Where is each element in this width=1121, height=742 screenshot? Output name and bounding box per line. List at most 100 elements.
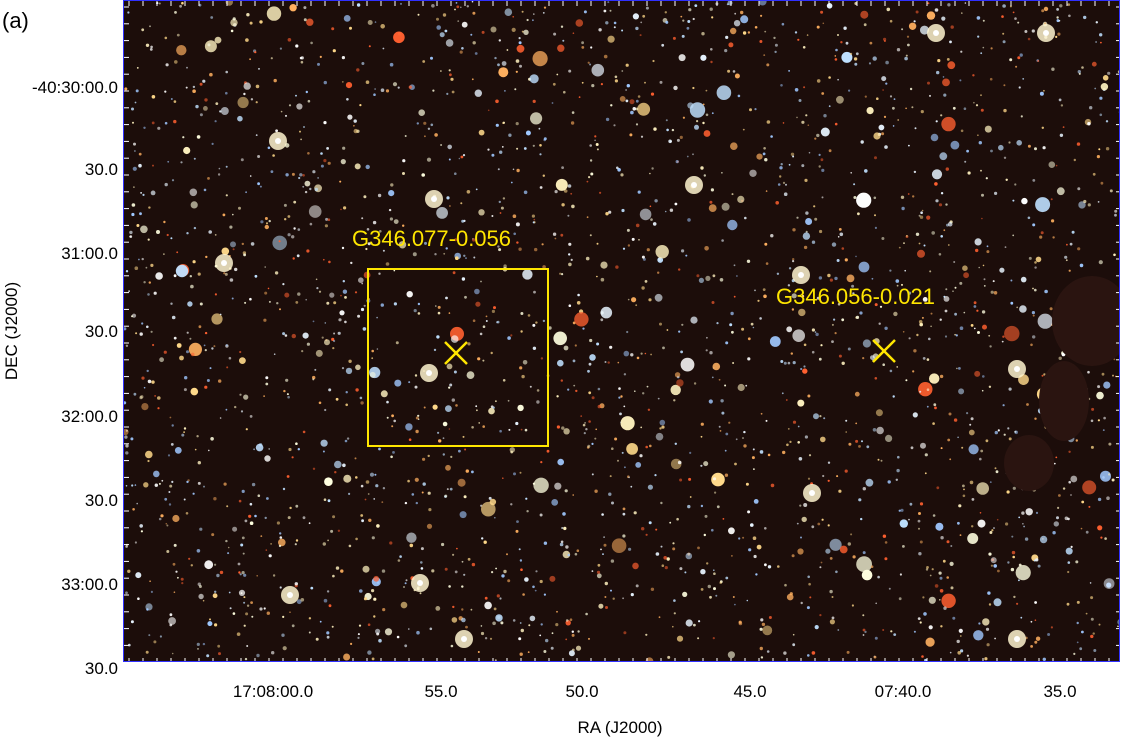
star <box>673 612 676 615</box>
star <box>554 237 557 240</box>
star <box>185 86 188 89</box>
star <box>532 482 535 485</box>
star <box>803 343 807 347</box>
star <box>1095 21 1098 24</box>
star <box>600 83 603 86</box>
star <box>298 176 301 180</box>
y-axis-label: DEC (J2000) <box>2 281 21 381</box>
star <box>146 325 149 329</box>
star <box>326 631 330 635</box>
star <box>754 26 758 29</box>
star <box>685 254 688 257</box>
star <box>507 336 511 340</box>
star <box>497 245 500 248</box>
star <box>494 659 497 661</box>
star <box>663 556 667 560</box>
star <box>963 107 967 110</box>
star <box>363 597 368 601</box>
star <box>766 650 770 653</box>
star <box>989 77 993 81</box>
star <box>607 35 615 43</box>
star <box>807 124 810 126</box>
star <box>556 610 558 613</box>
star <box>1098 623 1101 626</box>
star <box>507 399 510 402</box>
star <box>1067 561 1071 564</box>
star <box>272 235 287 251</box>
star <box>596 573 602 579</box>
star <box>696 274 700 278</box>
star <box>208 230 212 234</box>
star <box>713 587 716 591</box>
star <box>994 430 998 435</box>
source-cross-1 <box>444 341 468 365</box>
star <box>156 230 160 234</box>
star <box>128 290 130 292</box>
star <box>397 559 401 562</box>
star <box>250 242 255 246</box>
star <box>901 28 904 31</box>
star <box>183 427 187 430</box>
star <box>264 516 267 520</box>
star <box>708 399 713 404</box>
star <box>814 625 819 630</box>
source-label: G346.056-0.021 <box>776 284 936 309</box>
star <box>521 10 524 13</box>
star <box>341 56 345 60</box>
bright-star-core <box>1014 366 1020 372</box>
star <box>436 17 439 21</box>
star <box>465 257 467 260</box>
star <box>753 468 755 470</box>
star <box>542 265 546 269</box>
star <box>522 593 525 596</box>
star <box>214 36 222 44</box>
star-field <box>124 1 1119 661</box>
star <box>130 437 134 441</box>
star <box>534 589 537 592</box>
star <box>417 13 420 16</box>
star <box>995 470 999 474</box>
star <box>1090 419 1094 423</box>
star <box>599 191 602 194</box>
star <box>460 155 464 159</box>
star <box>519 64 522 68</box>
star <box>712 637 715 640</box>
star <box>533 290 536 294</box>
star <box>418 109 426 116</box>
star <box>618 387 621 390</box>
star <box>490 26 497 33</box>
star <box>781 22 785 26</box>
star <box>408 438 412 442</box>
star <box>792 329 805 343</box>
star <box>309 187 312 191</box>
star <box>442 421 448 427</box>
star <box>173 119 177 124</box>
star <box>752 536 757 540</box>
star <box>482 359 485 362</box>
star <box>131 212 135 217</box>
star <box>869 41 873 45</box>
star <box>516 147 519 150</box>
star <box>1035 197 1051 213</box>
star <box>452 271 456 275</box>
star <box>202 79 206 83</box>
star <box>1035 558 1039 562</box>
star <box>575 645 582 651</box>
star <box>853 196 857 199</box>
star <box>1040 231 1044 235</box>
star <box>784 583 787 587</box>
star <box>644 352 647 355</box>
star <box>588 362 592 366</box>
star <box>519 622 522 624</box>
star <box>919 540 923 544</box>
star <box>713 569 715 571</box>
star <box>491 309 495 313</box>
star <box>719 581 722 584</box>
star <box>895 478 898 481</box>
star <box>499 429 502 433</box>
star <box>796 522 799 525</box>
star <box>183 146 191 155</box>
star <box>332 515 336 519</box>
star <box>437 311 441 315</box>
star <box>928 625 933 630</box>
